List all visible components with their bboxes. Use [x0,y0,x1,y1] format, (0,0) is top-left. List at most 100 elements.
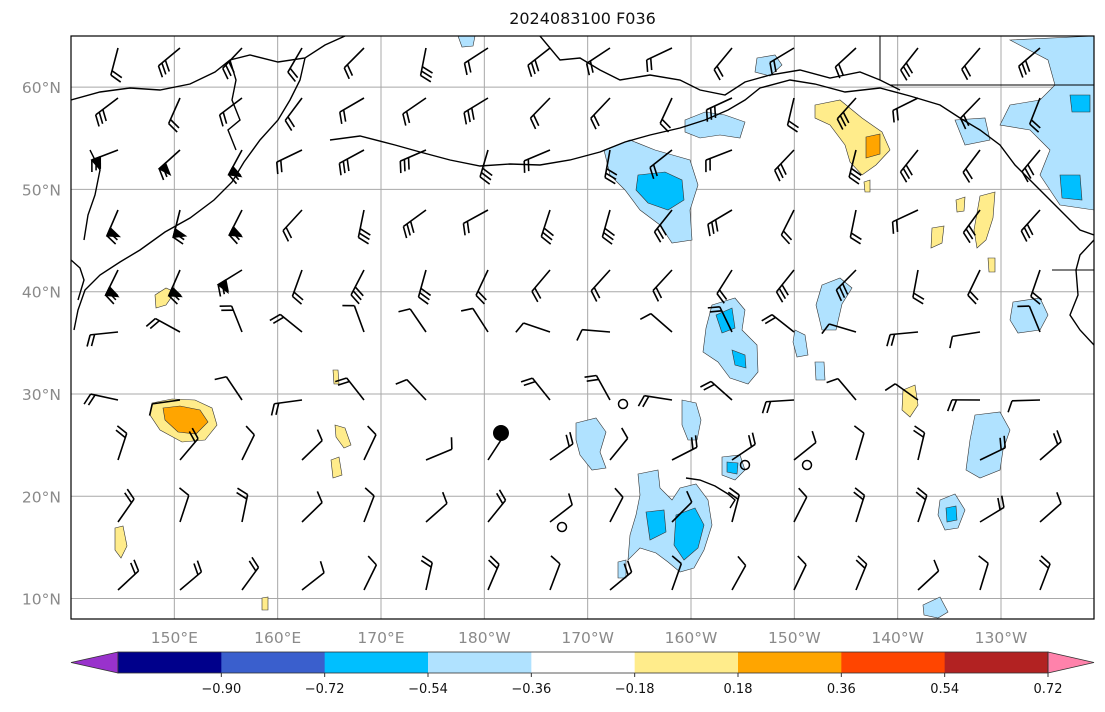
wind-barb [117,488,135,523]
wind-pennant [228,226,244,238]
wind-barb [357,209,371,245]
storm-markers [493,398,813,533]
wind-barb [301,561,325,591]
wind-barb [705,149,733,173]
wind-barb [705,97,733,122]
wind-barb [549,493,573,523]
wind-barb [576,328,611,341]
calm-wind-marker [617,398,629,410]
wind-barb [979,495,1005,523]
wind-barb [886,331,919,347]
colorbar-tick-label: 0.18 [724,682,753,697]
colorbar-tick-label: 0.54 [930,682,959,697]
wind-barb [826,377,857,401]
map-title: 2024083100 F036 [509,9,656,28]
wind-barb [214,375,243,401]
wind-barb [1017,47,1041,78]
wind-barb [967,269,981,305]
colorbar-segment [634,652,739,673]
wind-barb [731,555,747,591]
wind-barb [639,312,673,333]
wind-barb [425,437,453,461]
wind-barb [659,97,673,133]
wind-barb [425,491,448,523]
colorbar-tick-label: 0.36 [827,682,856,697]
wind-barb [529,97,551,130]
colorbar-tick-label: −0.90 [201,682,241,697]
wind-barb [849,209,862,245]
wind-barb [959,97,981,130]
negative-contour-region [726,461,739,475]
map-frame [70,35,1095,620]
colorbar-tick-label: −0.18 [615,682,655,697]
wind-barb [291,269,304,305]
wind-barb [590,97,611,130]
wind-barb [891,209,919,234]
coastline-aleutians [329,79,1094,236]
wind-barb [707,209,733,237]
wind-barb [1038,555,1051,591]
wind-barb [463,47,489,76]
wind-barb [167,269,183,305]
wind-pennant [90,155,101,172]
negative-contour-region [815,277,853,331]
wind-barb [339,97,365,125]
wind-barb [786,97,799,133]
longitude-tick-label: 180°W [458,629,511,647]
wind-barb [179,427,199,461]
colorbar-segment [841,652,946,673]
wind-barb [609,487,624,523]
wind-barb [855,555,868,591]
wind-barb [241,556,260,591]
wind-barb [301,429,323,461]
coastline-asia [71,36,346,101]
wind-barb [590,269,611,302]
wind-barb [104,269,120,305]
wind-pennant [105,226,122,238]
wind-barb [761,313,795,333]
positive-contour-region [987,257,996,273]
wind-barb [363,555,378,591]
wind-barb [420,555,433,591]
wind-barb [585,47,611,76]
wind-barb [978,555,989,591]
wind-barb [236,487,249,523]
colorbar-extend-high [1047,651,1095,674]
wind-barb [157,47,181,78]
wind-barb [1028,97,1041,133]
wind-pennant [157,161,172,177]
wind-barb [915,487,928,523]
wind-barb [105,209,122,245]
positive-contour-region [863,179,871,193]
longitude-tick-label: 140°W [871,629,924,647]
wind-barb [1030,269,1043,305]
colorbar-tick-label: −0.54 [408,682,448,697]
wind-barb [793,487,808,523]
wind-barb [609,427,629,461]
wind-barb [157,149,181,181]
colorbar-segment [324,652,429,673]
colorbar-tick-label: −0.72 [305,682,345,697]
longitude-tick-label: 160°W [665,629,718,647]
wind-barb [399,149,427,174]
wind-barb [178,487,190,523]
wind-pennant [104,286,120,298]
positive-contour-region [973,191,996,249]
colorbar-segment [118,652,222,673]
wind-barb [218,97,243,127]
wind-barb [549,432,574,461]
wind-pennant [227,165,243,178]
wind-barb [912,269,925,305]
longitude-tick-label: 130°W [975,629,1028,647]
wind-barb [671,555,683,591]
wind-barb [270,399,303,416]
colorbar-tick-label: −0.36 [511,682,551,697]
wind-barb [342,304,365,333]
wind-barb [402,97,427,126]
negative-contour-region [792,329,809,358]
negative-contour-region [457,36,476,48]
wind-barb [145,317,181,333]
negative-contour-region [965,411,1011,479]
wind-barb [287,47,303,83]
wind-barb [584,374,611,401]
